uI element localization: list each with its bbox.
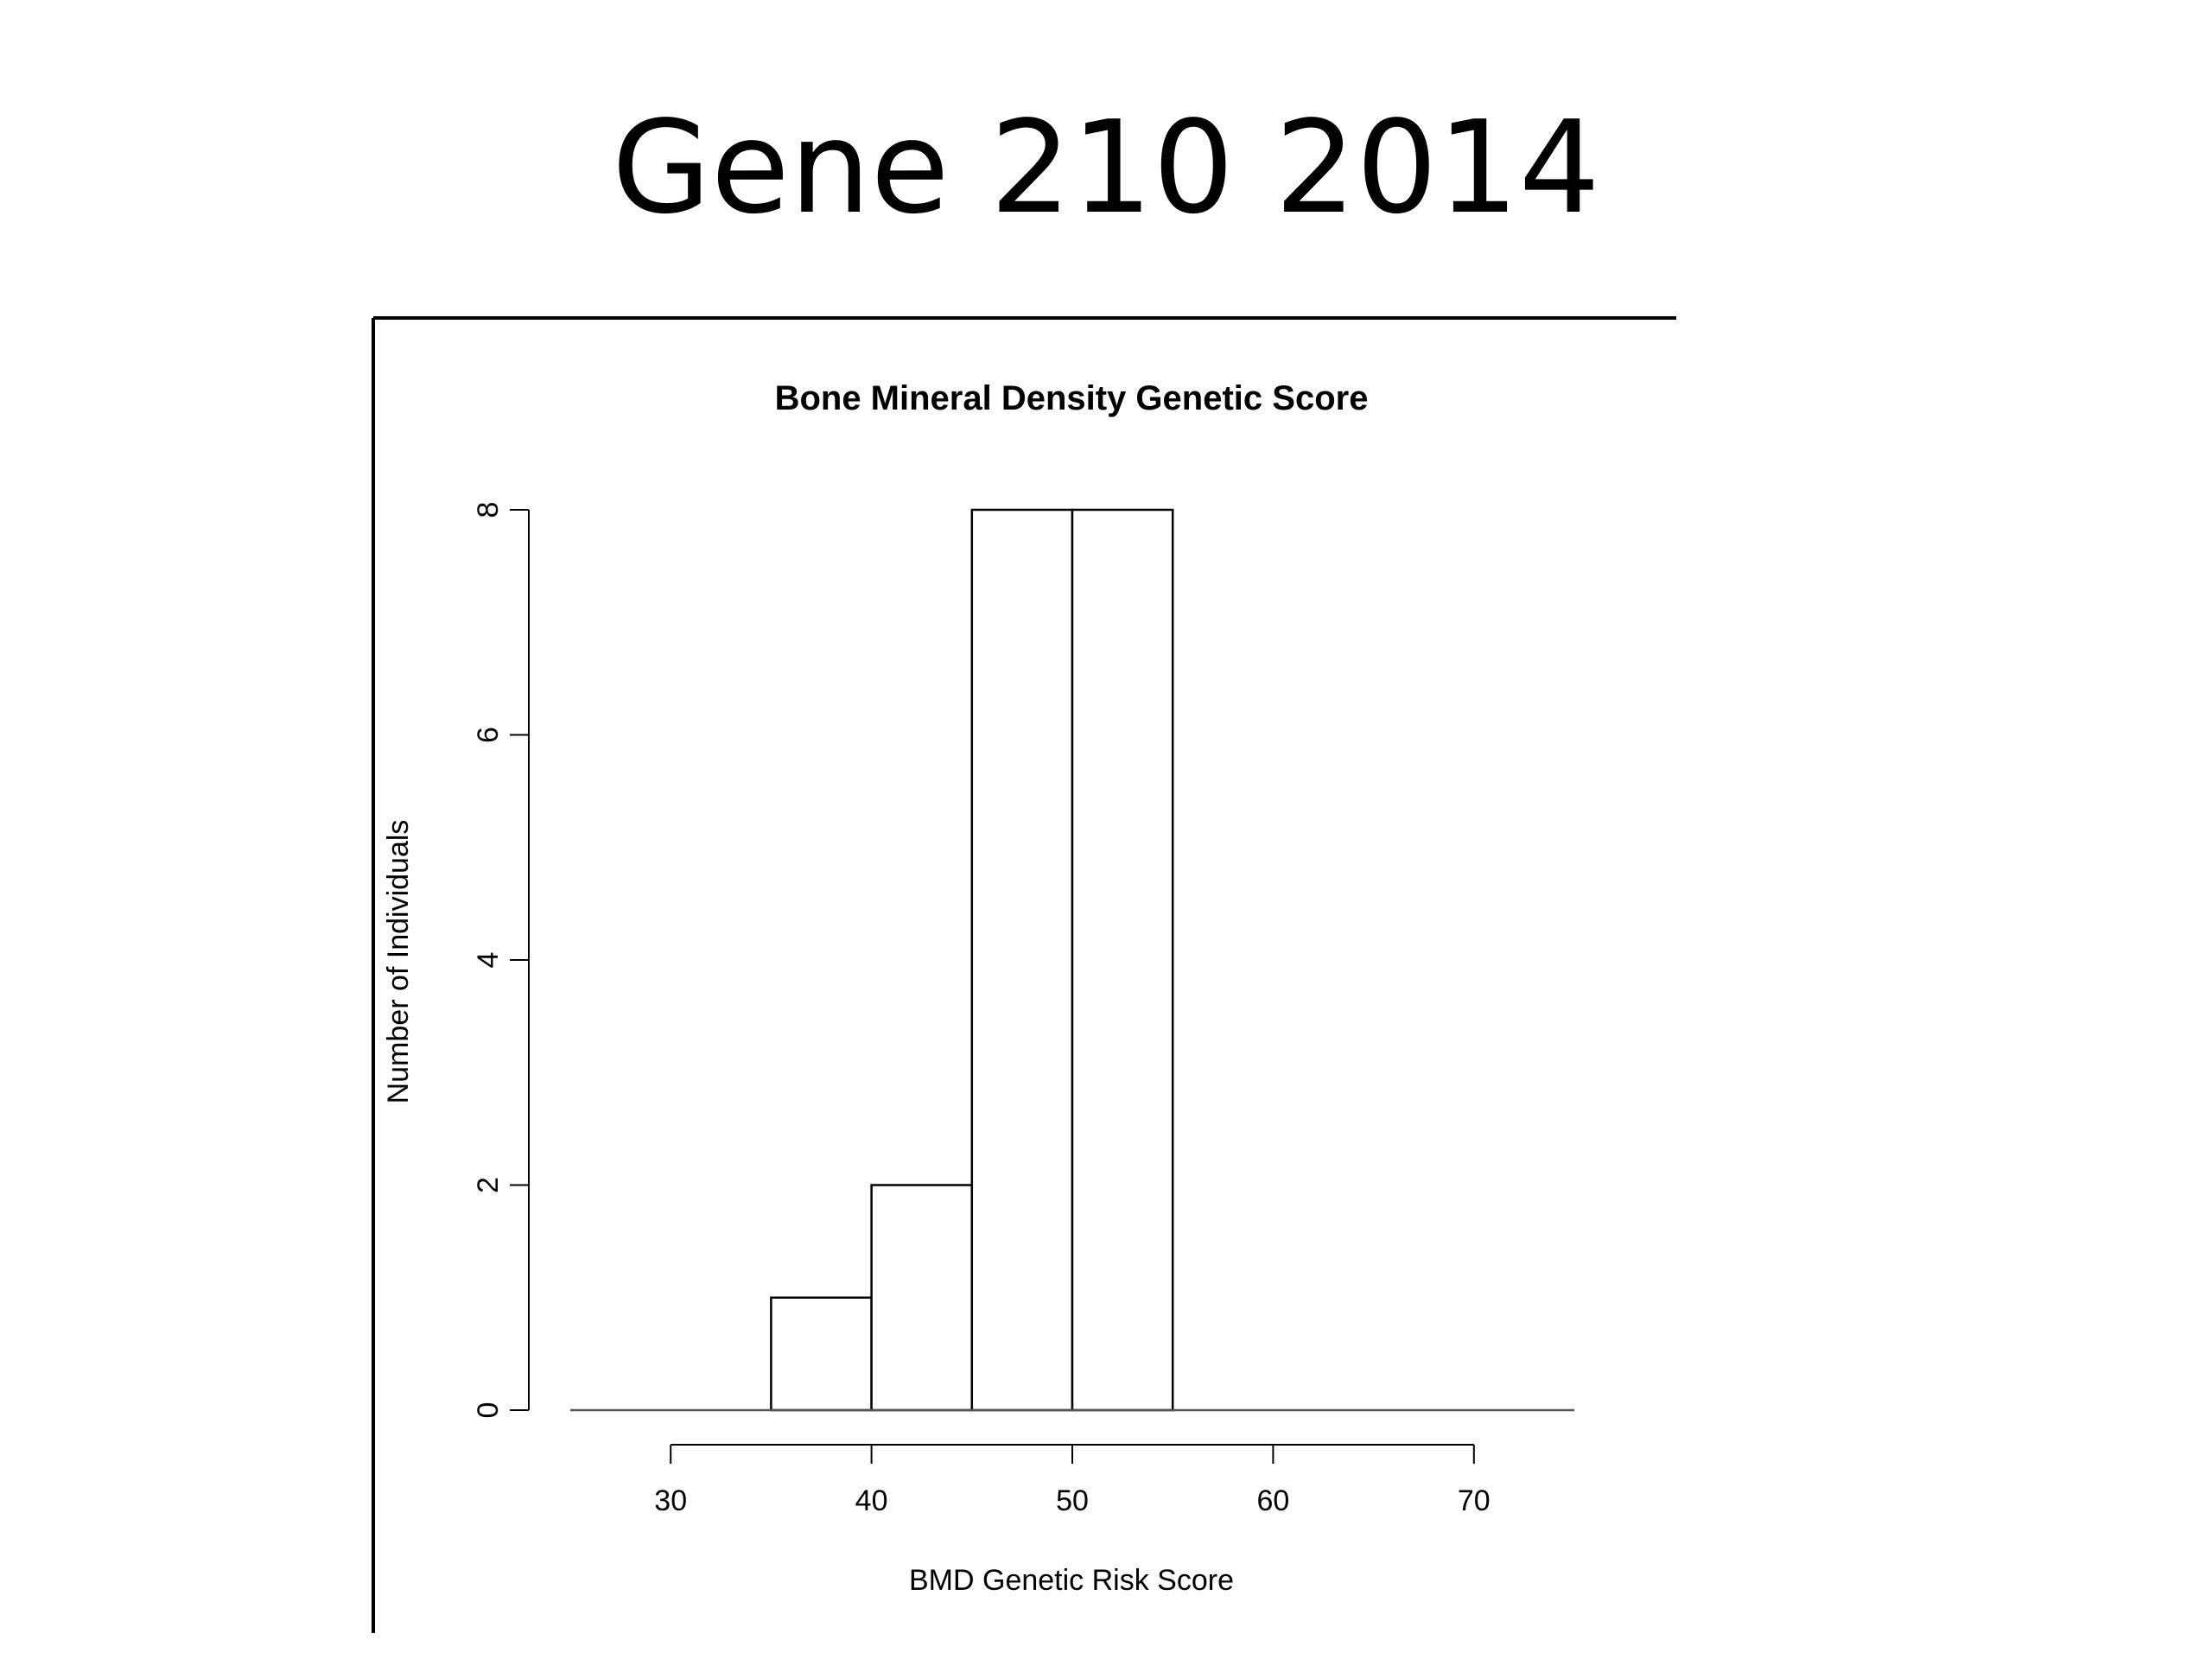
y-tick-label: 4 bbox=[472, 952, 505, 969]
histogram-bar-50-55 bbox=[1071, 508, 1174, 1412]
histogram-bar-40-45 bbox=[870, 1184, 974, 1412]
histogram-bars bbox=[570, 508, 1574, 1412]
x-tick-label: 40 bbox=[855, 1484, 888, 1517]
x-tick-label: 70 bbox=[1458, 1484, 1491, 1517]
y-axis-label: Number of Individuals bbox=[382, 820, 415, 1104]
y-axis: 0 2 4 6 8 bbox=[472, 502, 530, 1419]
slide-title: Gene 210 2014 bbox=[612, 93, 1600, 242]
y-tick-label: 6 bbox=[472, 727, 505, 743]
y-tick-label: 2 bbox=[472, 1177, 505, 1193]
x-tick-label: 60 bbox=[1256, 1484, 1289, 1517]
x-axis: 30 40 50 60 70 bbox=[654, 1444, 1491, 1517]
histogram-bar-45-50 bbox=[970, 508, 1074, 1412]
chart-title: Bone Mineral Density Genetic Score bbox=[775, 379, 1369, 417]
x-axis-label: BMD Genetic Risk Score bbox=[909, 1564, 1234, 1597]
y-tick-label: 8 bbox=[472, 502, 505, 518]
x-tick-label: 50 bbox=[1056, 1484, 1089, 1517]
histogram-bar-35-40 bbox=[770, 1296, 873, 1412]
y-tick-label: 0 bbox=[472, 1402, 505, 1419]
x-tick-label: 30 bbox=[654, 1484, 687, 1517]
